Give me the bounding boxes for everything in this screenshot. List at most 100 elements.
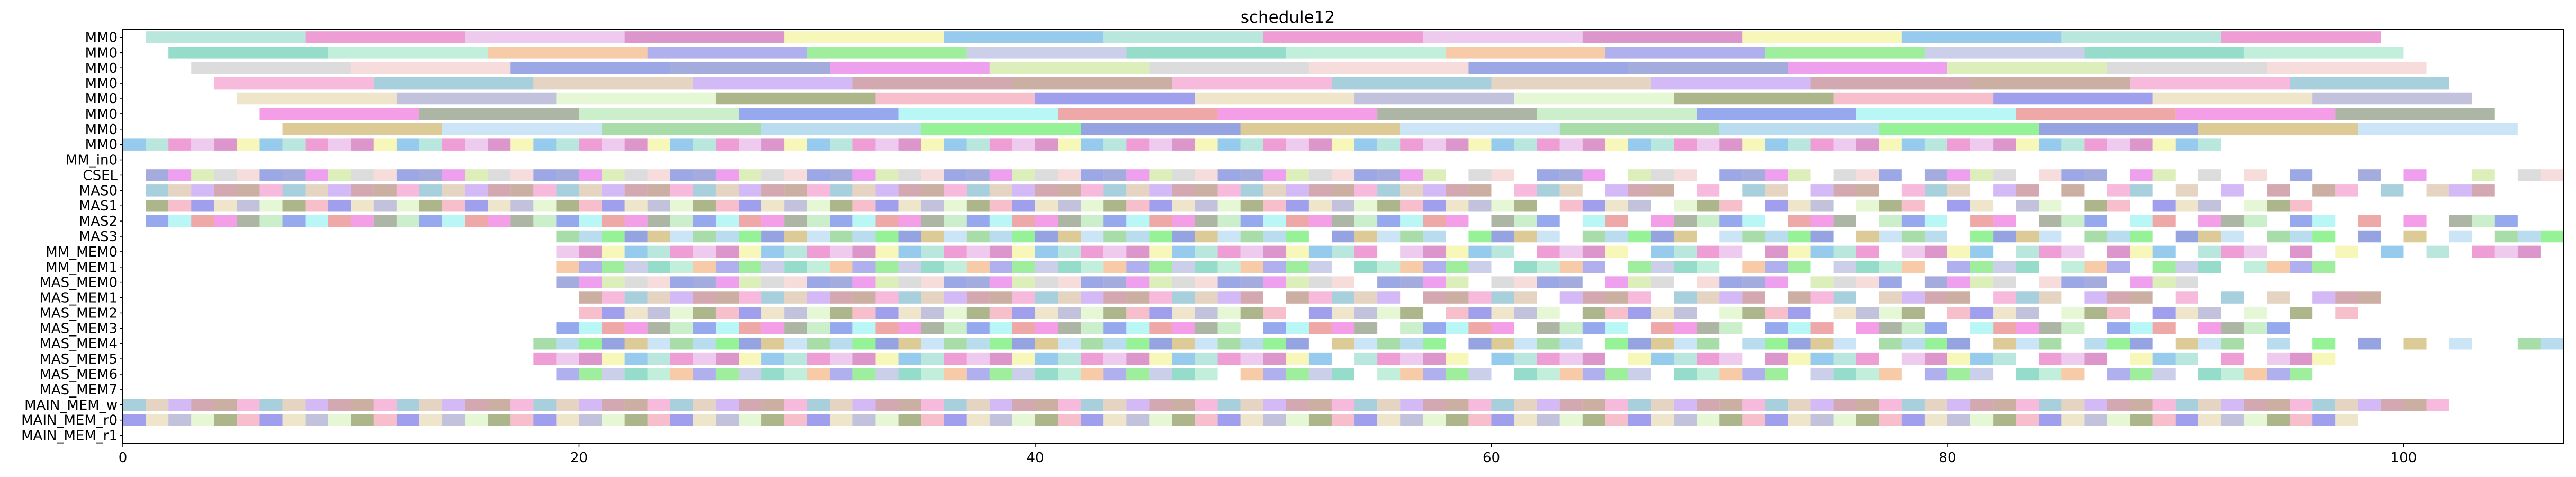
task-bar (852, 184, 876, 197)
task-bar (1901, 184, 1925, 197)
task-bar (2061, 368, 2085, 381)
x-tick-label: 0 (119, 450, 128, 466)
task-bar (602, 292, 625, 304)
task-bar (1195, 414, 1218, 426)
task-bar (419, 414, 443, 426)
task-bar (305, 138, 328, 151)
task-bar (1491, 77, 1651, 90)
task-bar (693, 337, 716, 350)
task-bar (1924, 352, 1947, 365)
task-bar (1514, 199, 1537, 212)
task-bar (1993, 337, 2016, 350)
row-label: MAS_MEM1 (39, 290, 118, 306)
task-bar (2130, 276, 2153, 288)
task-bar (1559, 138, 1583, 151)
task-bar (875, 261, 899, 273)
task-bar (2267, 184, 2290, 197)
task-bar (1308, 322, 1332, 334)
task-bar (1286, 292, 1309, 304)
task-bar (1651, 77, 1811, 90)
task-bar (1628, 399, 1651, 411)
task-bar (1058, 399, 1081, 411)
task-bar (1286, 368, 1309, 381)
task-bar (1810, 368, 1834, 381)
task-bar (1058, 215, 1081, 227)
task-bar (1012, 307, 1035, 319)
task-bar (2494, 215, 2518, 227)
task-bar (259, 169, 283, 181)
task-bar (396, 199, 419, 212)
task-bar (1719, 169, 1743, 181)
task-bar (875, 184, 899, 197)
task-bar (2084, 261, 2107, 273)
task-bar (1172, 215, 1195, 227)
task-bar (1879, 414, 1902, 426)
task-bar (1423, 414, 1446, 426)
task-bar (875, 199, 899, 212)
task-bar (1491, 322, 1514, 334)
task-bar (1697, 414, 1720, 426)
task-bar (1240, 368, 1263, 381)
task-bar (419, 215, 443, 227)
task-bar (966, 199, 990, 212)
task-bar (2130, 215, 2153, 227)
task-bar (1149, 169, 1172, 181)
task-bar (2267, 368, 2290, 381)
task-bar (1901, 199, 1925, 212)
task-bar (761, 307, 785, 319)
task-bar (1947, 399, 1971, 411)
task-bar (168, 399, 192, 411)
task-bar (715, 276, 739, 288)
task-bar (1240, 307, 1263, 319)
task-bar (1810, 399, 1834, 411)
task-bar (966, 322, 990, 334)
task-bar (852, 215, 876, 227)
task-bar (1674, 261, 1697, 273)
task-bar (1628, 261, 1651, 273)
row-label: MM0 (85, 137, 118, 153)
task-bar (2472, 169, 2495, 181)
task-bar (1970, 169, 1994, 181)
task-bar (739, 337, 762, 350)
task-bar (1286, 245, 1309, 258)
task-bar (556, 322, 579, 334)
task-bar (146, 199, 169, 212)
task-bar (328, 184, 351, 197)
task-bar (966, 261, 990, 273)
task-bar (1514, 138, 1537, 151)
task-bar (1856, 230, 1879, 243)
task-bar (1605, 292, 1628, 304)
task-bar (2039, 199, 2062, 212)
task-bar (898, 414, 921, 426)
task-bar (1058, 138, 1081, 151)
task-bar (1514, 276, 1537, 288)
task-bar (966, 245, 990, 258)
task-bar (1788, 215, 1811, 227)
task-bar (533, 337, 557, 350)
task-bar (921, 245, 944, 258)
task-bar (2267, 230, 2290, 243)
task-bar (1400, 337, 1423, 350)
task-bar (1308, 399, 1332, 411)
task-bar (715, 307, 739, 319)
task-bar (966, 230, 990, 243)
task-bar (1924, 245, 1947, 258)
task-bar (1035, 92, 1195, 105)
task-bar (1423, 337, 1446, 350)
task-bar (1559, 245, 1583, 258)
task-bar (739, 199, 762, 212)
task-bar (1377, 108, 1537, 120)
task-bar (1605, 184, 1628, 197)
task-bar (2403, 230, 2427, 243)
task-bar (2061, 215, 2085, 227)
task-bar (1423, 31, 1583, 43)
task-bar (1651, 322, 1674, 334)
task-bar (761, 123, 921, 136)
task-bar (1035, 245, 1058, 258)
task-bar (693, 138, 716, 151)
task-bar (2312, 184, 2336, 197)
task-bar (1035, 307, 1058, 319)
task-bar (1856, 322, 1879, 334)
task-bar (2061, 184, 2085, 197)
task-bar (1810, 352, 1834, 365)
